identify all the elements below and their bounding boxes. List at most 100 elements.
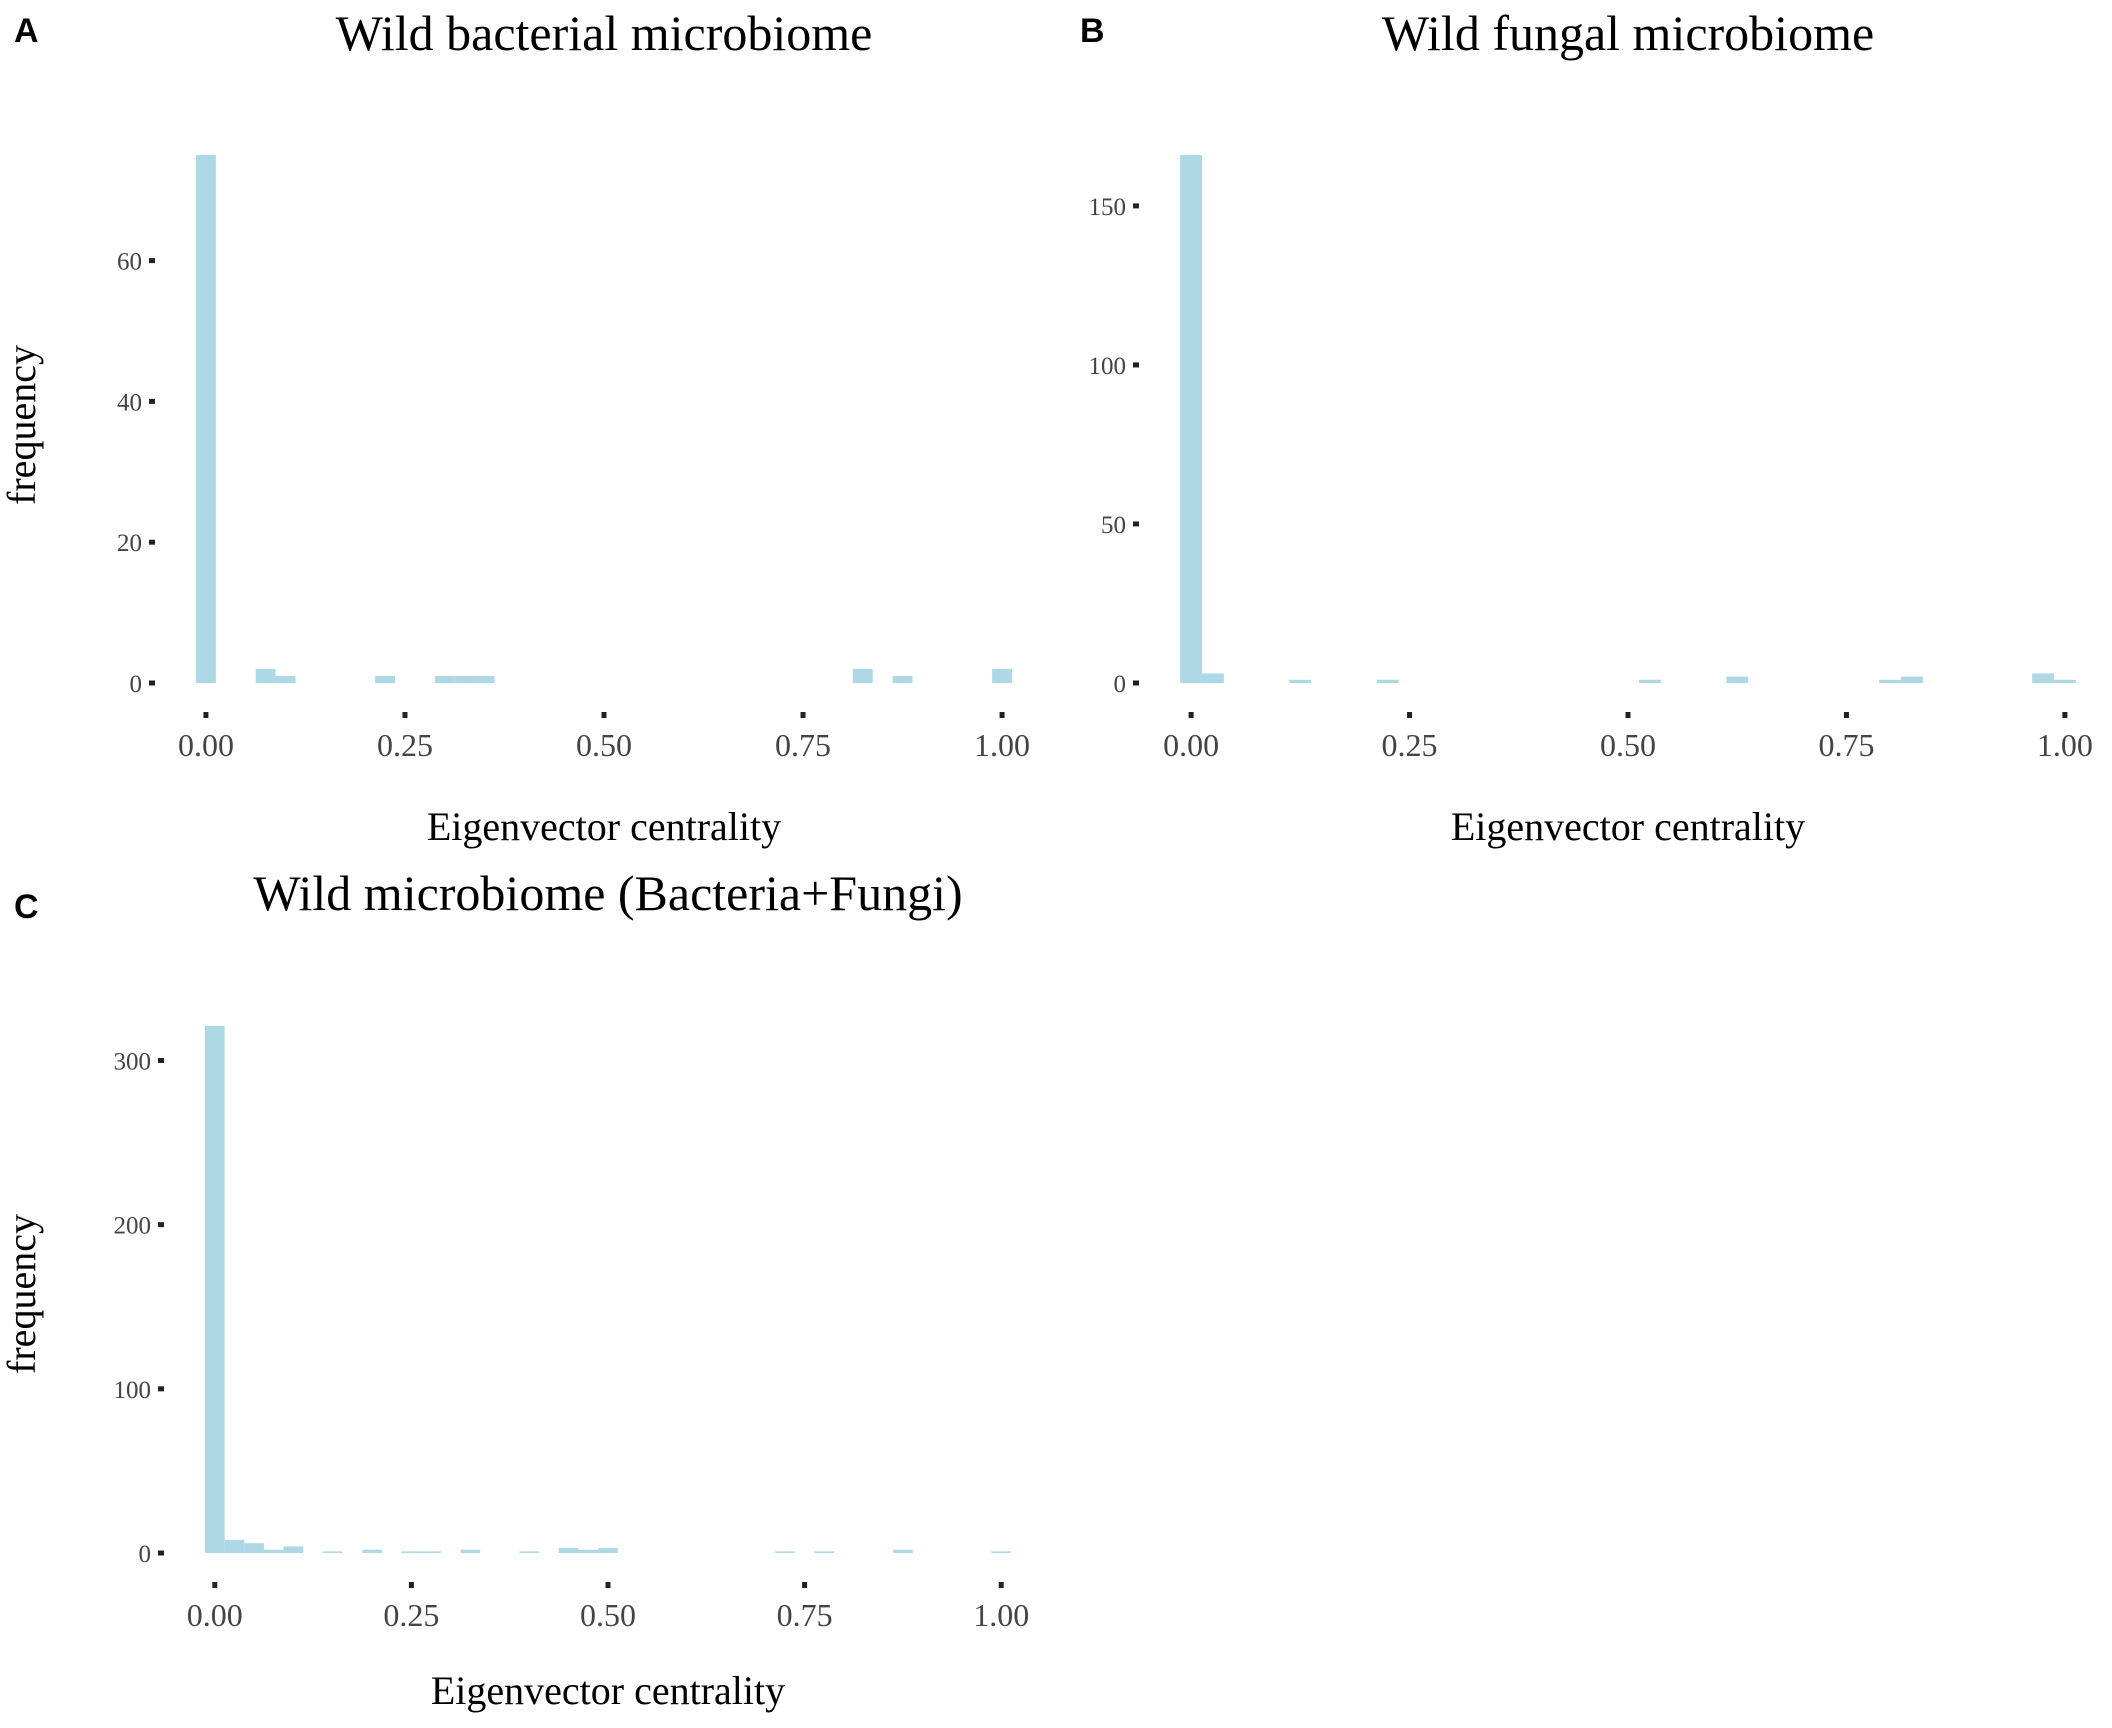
panel-b: B Wild fungal microbiome 0.00 0.25 0.50 0.75… (1056, 0, 2112, 864)
x-tick-mark (1625, 712, 1631, 718)
x-tick-label: 0.00 (178, 727, 234, 763)
y-tick-label: 40 (117, 389, 142, 416)
histogram-bar (775, 1551, 795, 1553)
histogram-bar (1879, 679, 1902, 683)
histogram-chart: Wild fungal microbiome 0.00 0.25 0.50 0.75 1.… (1089, 5, 2093, 849)
histogram-bar (244, 1543, 264, 1553)
y-axis-label: frequency (0, 345, 44, 505)
y-tick-mark (158, 1057, 164, 1063)
histogram-bar (322, 1551, 343, 1553)
y-tick-mark (1133, 680, 1139, 686)
histogram-bar (992, 668, 1013, 683)
x-tick-label: 1.00 (973, 1597, 1029, 1633)
x-tick-label: 0.50 (576, 727, 632, 763)
histogram-bar (519, 1551, 540, 1553)
x-tick-label: 0.75 (1818, 727, 1874, 763)
histogram-bar (460, 1549, 481, 1553)
chart-title: Wild bacterial microbiome (336, 5, 873, 61)
y-tick-label: 50 (1101, 512, 1126, 539)
x-tick-mark (800, 712, 806, 718)
x-tick-label: 0.25 (377, 727, 433, 763)
x-tick-mark (998, 1582, 1004, 1588)
x-tick-mark (203, 712, 209, 718)
histogram-bar (892, 675, 913, 683)
x-tick-label: 0.25 (1382, 727, 1438, 763)
x-tick-mark (408, 1582, 414, 1588)
x-tick-label: 0.00 (187, 1597, 243, 1633)
y-tick-label: 20 (117, 530, 142, 557)
histogram-bar (401, 1551, 422, 1553)
y-tick-mark (149, 258, 155, 264)
histogram-bar (421, 1551, 441, 1553)
x-tick-mark (605, 1582, 611, 1588)
histogram-bar (1289, 679, 1312, 683)
y-tick-mark (149, 398, 155, 404)
y-tick-label: 200 (114, 1213, 152, 1240)
y-tick-label: 100 (114, 1377, 152, 1404)
histogram-bar (1376, 679, 1399, 683)
histogram-chart: Wild bacterial microbiome 0.00 0.25 0.50 0.7… (0, 5, 1030, 849)
x-axis-label: Eigenvector centrality (431, 1668, 785, 1713)
y-tick-mark (1133, 521, 1139, 527)
histogram-bar (852, 668, 873, 683)
x-tick-mark (1843, 712, 1849, 718)
x-axis-label: Eigenvector centrality (1451, 804, 1805, 849)
histogram-bar (2053, 679, 2076, 683)
y-tick-label: 150 (1089, 194, 1127, 221)
histogram-bar (224, 1539, 245, 1553)
y-axis-label: frequency (0, 1214, 44, 1374)
y-tick-label: 0 (1114, 671, 1127, 698)
x-tick-mark (601, 712, 607, 718)
histogram-bar (195, 155, 216, 683)
histogram-bar (1202, 673, 1224, 683)
histogram-bar (578, 1549, 599, 1553)
panel-label: B (1080, 12, 1105, 50)
histogram-bar (283, 1546, 304, 1553)
chart-title: Wild microbiome (Bacteria+Fungi) (253, 865, 962, 921)
histogram-bar (1638, 679, 1661, 683)
x-tick-mark (1188, 712, 1194, 718)
histogram-bar (362, 1549, 382, 1553)
x-tick-label: 1.00 (974, 727, 1030, 763)
x-tick-mark (402, 712, 408, 718)
histogram-bar (275, 675, 296, 683)
histogram-bar (204, 1026, 225, 1553)
x-tick-mark (212, 1582, 218, 1588)
y-tick-label: 100 (1089, 353, 1127, 380)
histogram-bar (1180, 155, 1203, 683)
y-tick-label: 60 (117, 249, 142, 276)
y-tick-label: 300 (114, 1048, 152, 1075)
y-tick-label: 0 (139, 1541, 152, 1568)
histogram-bar (558, 1548, 579, 1553)
y-tick-mark (149, 680, 155, 686)
y-tick-mark (1133, 203, 1139, 209)
panel-a: A Wild bacterial microbiome 0.00 0.25 0.50 0… (0, 0, 1056, 864)
histogram-bar (893, 1549, 913, 1553)
chart-title: Wild fungal microbiome (1382, 5, 1874, 61)
y-tick-mark (158, 1550, 164, 1556)
x-tick-label: 0.25 (383, 1597, 439, 1633)
histogram-bar (434, 675, 455, 683)
y-tick-mark (1133, 362, 1139, 368)
y-tick-label: 0 (130, 671, 143, 698)
x-tick-label: 0.75 (777, 1597, 833, 1633)
histogram-bar (375, 675, 396, 683)
x-axis-label: Eigenvector centrality (427, 804, 781, 849)
x-tick-mark (802, 1582, 808, 1588)
x-tick-mark (2062, 712, 2068, 718)
panel-label: A (14, 12, 39, 50)
histogram-bar (255, 668, 276, 683)
histogram-bar (1726, 676, 1749, 683)
histogram-bar (814, 1551, 835, 1553)
x-tick-mark (999, 712, 1005, 718)
histogram-chart: Wild microbiome (Bacteria+Fungi) 0.00 0.25… (0, 865, 1029, 1713)
histogram-bar (474, 675, 495, 683)
x-tick-label: 0.50 (580, 1597, 636, 1633)
y-tick-mark (158, 1222, 164, 1228)
y-tick-mark (149, 539, 155, 545)
x-tick-label: 0.50 (1600, 727, 1656, 763)
panel-label: C (14, 888, 39, 926)
histogram-bar (263, 1549, 284, 1553)
histogram-bar (1901, 676, 1923, 683)
x-tick-label: 1.00 (2037, 727, 2093, 763)
